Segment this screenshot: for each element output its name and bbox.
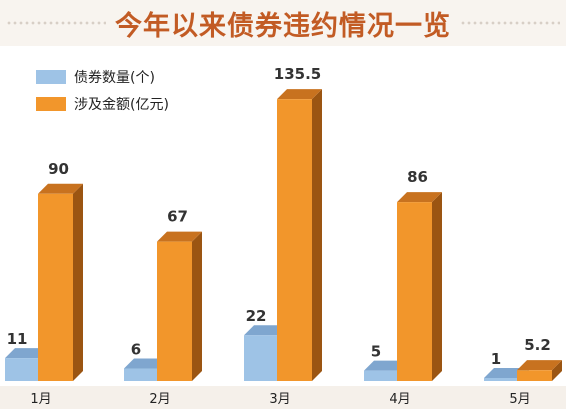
amount-bar-2-top <box>157 231 202 242</box>
x-tick-label-5: 5月 <box>509 392 530 407</box>
amount-bar-4 <box>397 202 432 381</box>
amount-bar-5 <box>517 370 552 381</box>
legend-label-count: 债券数量(个) <box>74 70 155 86</box>
x-tick-label-3: 3月 <box>269 392 290 407</box>
amount-bar-2-side <box>192 231 202 381</box>
count-label-3: 22 <box>246 307 267 325</box>
amount-bar-1-top <box>38 183 83 194</box>
count-label-4: 5 <box>371 343 381 361</box>
legend-item-count: 债券数量(个) <box>36 66 169 88</box>
amount-bar-2 <box>157 241 192 381</box>
title-bar: 今年以来债券违约情况一览 <box>0 0 566 46</box>
amount-label-1: 90 <box>48 160 69 178</box>
amount-label-2: 67 <box>167 208 188 226</box>
count-label-1: 11 <box>7 330 28 348</box>
legend-item-amount: 涉及金额(亿元) <box>36 93 169 115</box>
count-label-5: 1 <box>491 350 501 368</box>
legend-swatch-amount <box>36 97 66 111</box>
amount-bar-5-side <box>552 360 562 381</box>
amount-bar-4-side <box>432 192 442 381</box>
x-tick-label-2: 2月 <box>149 392 170 407</box>
chart-legend: 债券数量(个) 涉及金额(亿元) <box>36 66 169 120</box>
amount-bar-1 <box>38 193 73 381</box>
decorative-dots-right <box>460 20 560 26</box>
x-tick-label-1: 1月 <box>30 392 51 407</box>
legend-label-amount: 涉及金额(亿元) <box>74 97 169 113</box>
count-bar-1 <box>5 358 40 381</box>
decorative-dots-left <box>6 20 106 26</box>
count-bar-5 <box>484 378 519 381</box>
amount-bar-4-top <box>397 192 442 203</box>
count-label-2: 6 <box>131 341 141 359</box>
amount-label-3: 135.5 <box>274 65 321 83</box>
amount-bar-5-top <box>517 360 562 371</box>
chart-title: 今年以来债券违约情况一览 <box>115 10 451 42</box>
count-bar-2 <box>124 368 159 381</box>
amount-bar-3-side <box>312 89 322 381</box>
amount-label-5: 5.2 <box>524 336 551 354</box>
legend-swatch-count <box>36 70 66 84</box>
amount-bar-3-top <box>277 89 322 100</box>
amount-bar-1-side <box>73 183 83 381</box>
count-bar-4 <box>364 370 399 381</box>
amount-label-4: 86 <box>407 168 428 186</box>
amount-bar-3 <box>277 99 312 381</box>
x-tick-label-4: 4月 <box>389 392 410 407</box>
count-bar-3 <box>244 335 279 381</box>
